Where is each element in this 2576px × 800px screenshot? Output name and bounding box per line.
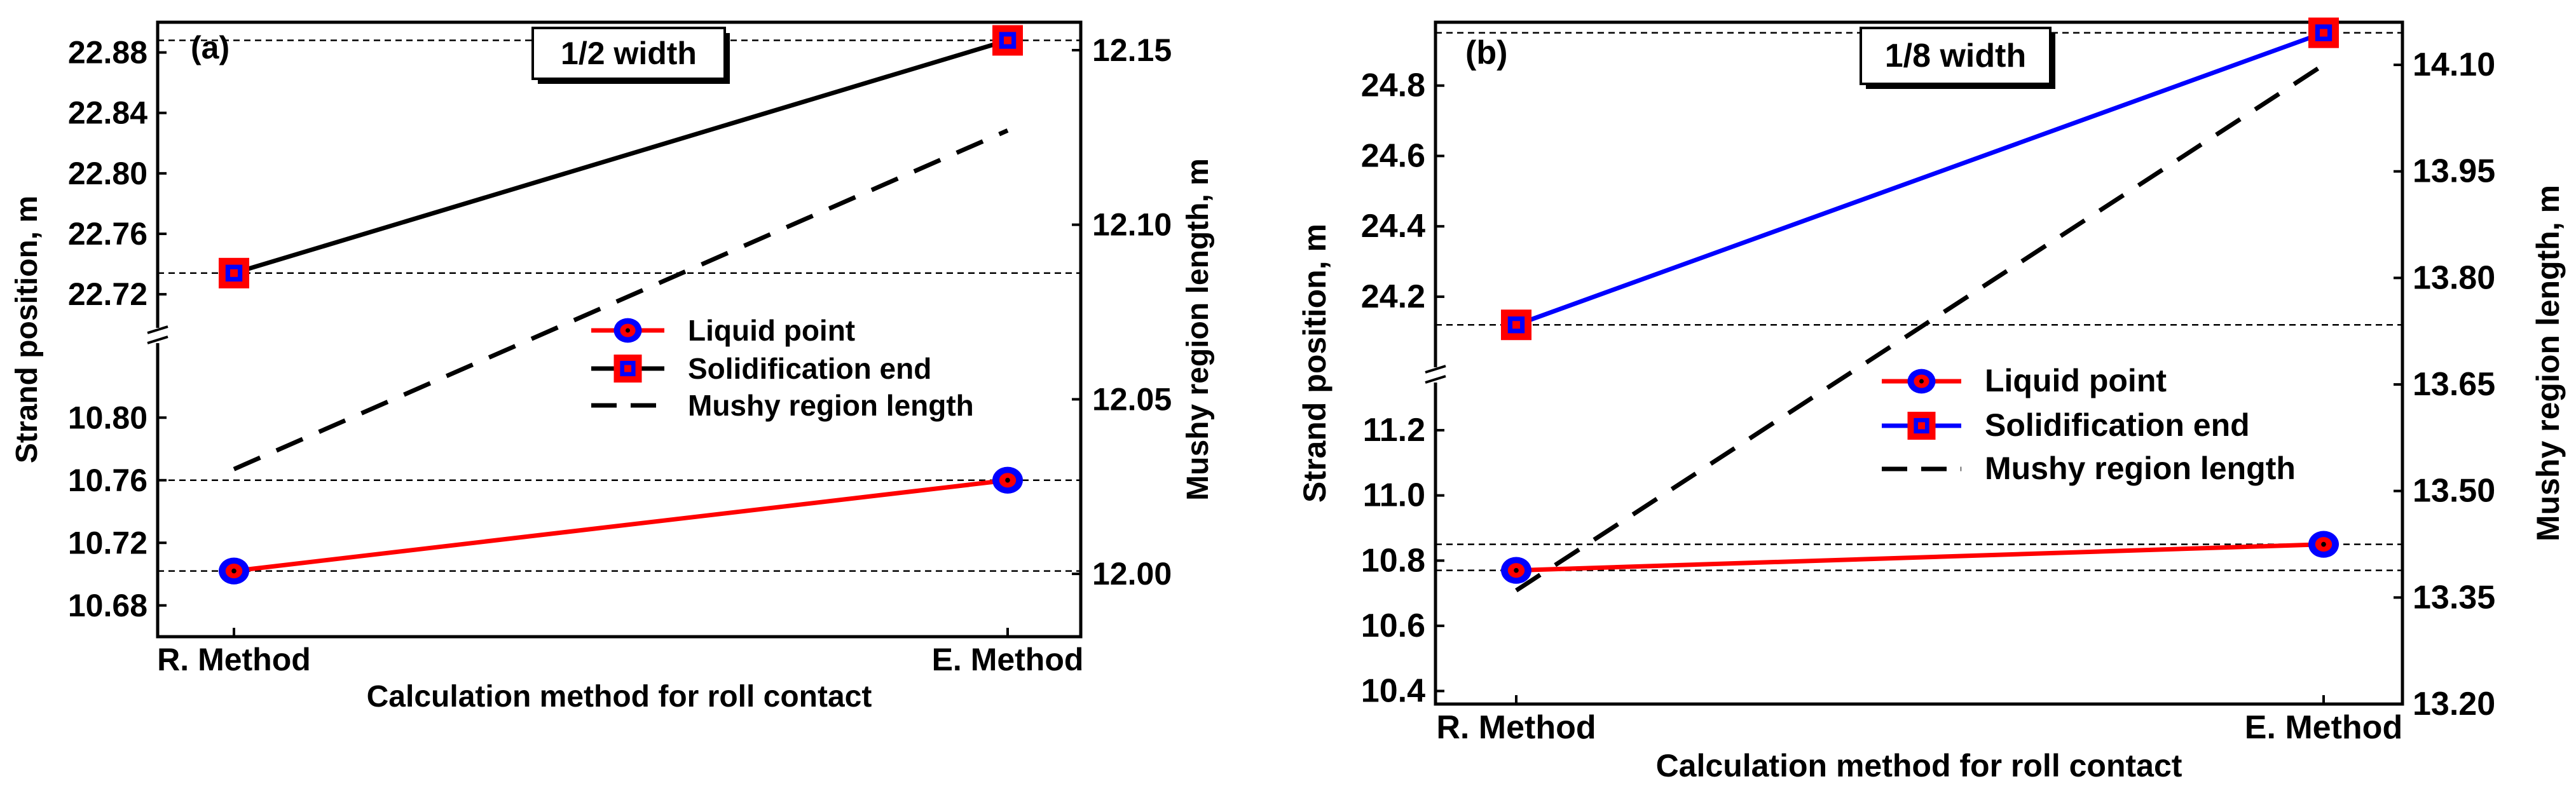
series-line-mushy-region-length: [233, 128, 1009, 471]
marker-circle-dot: [2321, 541, 2326, 547]
data-point-liquid-point: [219, 557, 249, 585]
y-tick-label: 24.8: [1361, 67, 1425, 104]
marker-square-inner: [1918, 422, 1925, 430]
width-box-label: 1/8 width: [1885, 37, 2026, 74]
y-right-tick-label: 13.50: [2413, 473, 2495, 510]
plot-frame: [1434, 20, 2404, 706]
y-right-tick-label: 13.95: [2413, 153, 2495, 190]
y-tick-label: 10.76: [68, 463, 147, 498]
marker-square-inner: [624, 365, 631, 372]
y-tick-label: 10.68: [68, 588, 147, 623]
y-tick-label: 24.6: [1361, 137, 1425, 174]
width-box: [531, 27, 726, 80]
legend-label: Solidification end: [1985, 407, 2250, 443]
axis-break-line: [1425, 375, 1446, 384]
y-tick-label: 24.2: [1361, 278, 1425, 315]
panel-b: 10.4 10.6 10.8 11.0 11.2 24.2 24.4 24.6 24.8 13.2…: [1297, 17, 2566, 783]
legend-item: Liquid point: [1882, 363, 2167, 398]
y-tick-label: 22.80: [68, 156, 147, 191]
y-right-tick-label: 14.10: [2413, 46, 2495, 83]
y-right-tick-label: 12.05: [1092, 381, 1172, 417]
y-tick-label: 22.76: [68, 216, 147, 252]
y-axis-title: Strand position, m: [10, 196, 44, 463]
marker-square-inner: [1512, 321, 1520, 329]
axis-break-line: [147, 325, 168, 334]
width-box: [1860, 27, 2052, 85]
marker-square-inner: [230, 269, 238, 277]
marker-circle-dot: [1514, 567, 1519, 573]
y-tick-label: 10.6: [1361, 607, 1425, 644]
legend-item: Solidification end: [1882, 407, 2250, 443]
width-box-label: 1/2 width: [561, 36, 697, 71]
marker-circle-dot: [231, 568, 236, 574]
axis-break-line: [147, 336, 168, 344]
y-right-tick-label: 13.20: [2413, 686, 2495, 722]
series-line-solidification-end: [1515, 31, 2325, 327]
legend-label: Solidification end: [688, 352, 931, 385]
x-tick-label: E. Method: [932, 642, 1084, 677]
y-tick-label: 22.72: [68, 276, 147, 312]
panel-a: 10.68 10.72 10.76 10.80 22.72 22.76 22.80 22.84…: [10, 20, 1215, 714]
x-tick-label: R. Method: [157, 642, 311, 677]
data-point-liquid-point: [1501, 557, 1531, 584]
data-point-liquid-point: [2308, 531, 2339, 558]
y-right-tick-label: 13.65: [2413, 366, 2495, 403]
legend: Liquid point Solidification end Mushy regi…: [591, 314, 974, 422]
y-tick-label: 10.4: [1361, 672, 1425, 709]
data-point-solidification-end: [219, 257, 249, 288]
legend-label: Mushy region length: [688, 389, 974, 422]
series-line-liquid-point: [1516, 542, 2324, 573]
y-tick-label: 10.8: [1361, 542, 1425, 579]
legend-item: Mushy region length: [591, 389, 974, 422]
data-point-liquid-point: [992, 466, 1023, 494]
y-tick-label: 10.72: [68, 525, 147, 560]
legend-label: Mushy region length: [1985, 451, 2296, 486]
y-right-tick-label: 12.10: [1092, 207, 1172, 243]
series-line-mushy-region-length: [1515, 63, 2325, 593]
x-tick-label: R. Method: [1436, 709, 1596, 746]
panel-label: (b): [1465, 34, 1507, 71]
y-right-tick-label: 12.15: [1092, 32, 1172, 68]
y-tick-label: 22.84: [68, 95, 147, 131]
series-line-solidification-end: [233, 38, 1009, 276]
y-tick-label: 10.80: [68, 400, 147, 435]
y-tick-label: 22.88: [68, 35, 147, 71]
marker-square-inner: [1004, 36, 1011, 44]
y-right-tick-label: 13.80: [2413, 259, 2495, 296]
legend-label: Liquid point: [1985, 363, 2167, 398]
y-tick-label: 11.0: [1363, 477, 1425, 514]
legend: Liquid point Solidification end Mushy regi…: [1882, 363, 2296, 486]
marker-circle-dot: [1005, 477, 1010, 483]
series-line-liquid-point: [233, 478, 1008, 574]
x-axis-title: Calculation method for roll contact: [367, 680, 872, 714]
y-right-axis-title: Mushy region length, m: [1181, 158, 1215, 501]
legend-item: Liquid point: [591, 314, 855, 347]
axis-break-line: [1425, 365, 1446, 374]
marker-square-inner: [2320, 29, 2327, 37]
data-point-solidification-end: [2308, 17, 2339, 48]
y-tick-label: 11.2: [1363, 412, 1425, 449]
marker-circle-dot: [625, 328, 631, 333]
legend-label: Liquid point: [688, 314, 855, 347]
marker-circle-dot: [1919, 379, 1924, 384]
y-right-tick-label: 12.00: [1092, 556, 1172, 592]
y-tick-label: 24.4: [1361, 208, 1425, 245]
y-right-axis-title: Mushy region length, m: [2530, 185, 2566, 541]
data-point-solidification-end: [1501, 309, 1531, 341]
y-axis-title: Strand position, m: [1297, 224, 1333, 503]
x-axis-title: Calculation method for roll contact: [1656, 748, 2182, 783]
legend-item: Mushy region length: [1882, 451, 2296, 486]
axis-break: [147, 325, 168, 344]
x-tick-label: E. Method: [2245, 709, 2402, 746]
panel-label: (a): [191, 30, 230, 65]
y-right-tick-label: 13.35: [2413, 579, 2495, 616]
legend-item: Solidification end: [591, 352, 931, 385]
data-point-solidification-end: [992, 25, 1023, 56]
axis-break: [1425, 365, 1446, 384]
